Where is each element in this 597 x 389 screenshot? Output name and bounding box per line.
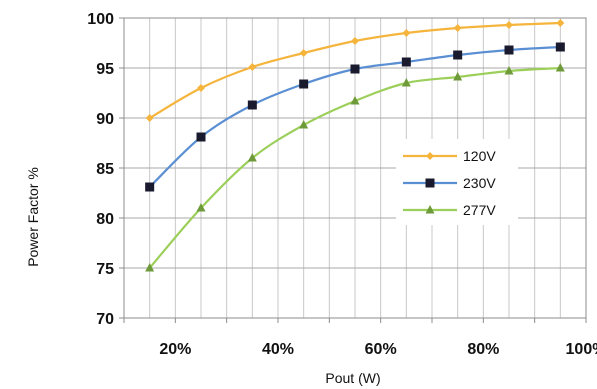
data-point-diamond [351, 37, 359, 45]
data-point-diamond [197, 84, 205, 92]
x-tick-label: 100% [566, 341, 597, 358]
legend: 120V 230V 277V [396, 139, 518, 225]
data-point-triangle [145, 263, 155, 272]
data-point-square [145, 182, 155, 192]
x-axis-ticks: 20% 40% 60% 80% 100% [123, 318, 597, 358]
legend-label: 120V [463, 148, 496, 164]
y-axis-ticks: 70 75 80 85 90 95 100 [87, 11, 124, 328]
data-point-triangle [247, 153, 257, 162]
x-tick-label: 60% [365, 341, 397, 358]
data-point-diamond [556, 19, 565, 27]
data-point-square [299, 79, 309, 89]
data-point-diamond [145, 114, 154, 122]
x-axis-label: Pout (W) [325, 370, 380, 386]
y-tick-label: 70 [96, 311, 114, 328]
data-point-square [196, 132, 206, 142]
y-tick-label: 85 [96, 161, 114, 178]
data-point-diamond [453, 24, 462, 32]
y-tick-label: 95 [96, 61, 114, 78]
series-group [145, 19, 565, 272]
series-277v [145, 63, 565, 272]
data-point-triangle [196, 203, 206, 212]
series-230v [145, 42, 565, 192]
data-point-square [247, 100, 257, 110]
x-tick-label: 20% [159, 341, 191, 358]
data-point-diamond [248, 63, 257, 71]
series-120v [145, 19, 565, 122]
x-tick-label: 40% [262, 341, 294, 358]
data-point-diamond [402, 29, 411, 37]
x-tick-label: 80% [467, 341, 499, 358]
legend-label: 277V [463, 202, 496, 218]
data-point-triangle [425, 205, 435, 214]
data-point-diamond [299, 49, 308, 57]
data-point-triangle [453, 72, 463, 81]
data-point-triangle [299, 120, 309, 129]
data-point-square [555, 42, 565, 52]
y-axis-label: Power Factor % [25, 167, 41, 267]
y-tick-label: 100 [87, 11, 114, 28]
y-tick-label: 80 [96, 211, 114, 228]
data-point-square [425, 178, 435, 188]
data-point-square [504, 45, 514, 55]
data-point-square [453, 50, 463, 60]
data-point-square [401, 57, 411, 67]
data-point-triangle [401, 78, 411, 87]
data-point-triangle [350, 96, 360, 105]
y-tick-label: 75 [96, 261, 114, 278]
data-point-square [350, 64, 360, 74]
data-point-diamond [505, 21, 513, 29]
data-point-triangle [504, 66, 514, 75]
y-tick-label: 90 [96, 111, 114, 128]
data-point-diamond [426, 152, 434, 160]
legend-label: 230V [463, 175, 496, 191]
data-point-triangle [555, 63, 565, 72]
